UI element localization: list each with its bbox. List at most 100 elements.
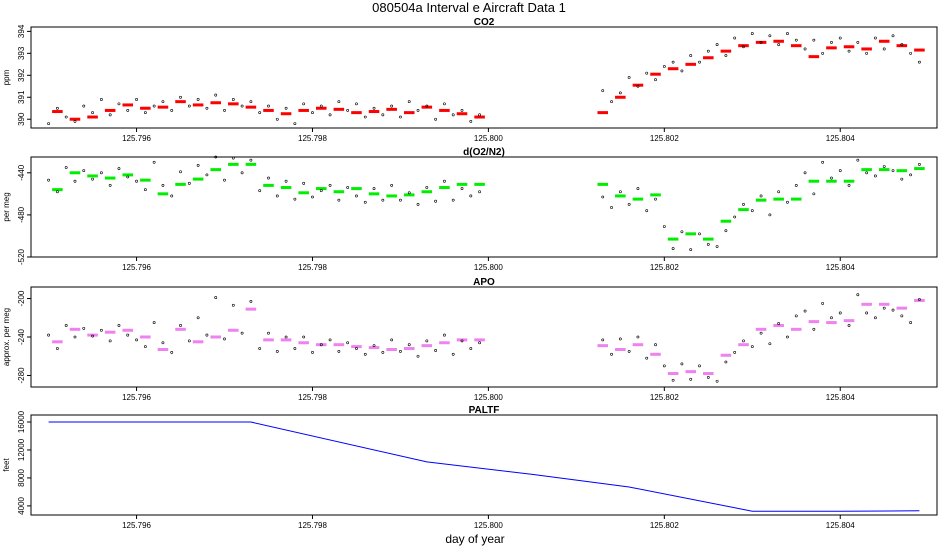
sample-point bbox=[363, 115, 367, 119]
y-tick-label: -480 bbox=[17, 206, 26, 223]
sample-point bbox=[742, 202, 745, 206]
sample-point bbox=[267, 176, 270, 180]
sample-point bbox=[794, 38, 798, 42]
sample-point bbox=[645, 356, 649, 360]
y-axis-label: feet bbox=[2, 458, 11, 472]
sample-point bbox=[891, 169, 895, 173]
x-tick-label: 125.796 bbox=[122, 521, 151, 530]
sample-point bbox=[680, 230, 684, 234]
x-tick-label: 125.800 bbox=[474, 263, 503, 272]
sample-point bbox=[372, 106, 376, 110]
sample-point bbox=[135, 179, 138, 183]
sample-point bbox=[627, 76, 631, 79]
sample-point bbox=[91, 111, 94, 115]
sample-point bbox=[733, 350, 737, 354]
sample-point bbox=[882, 165, 886, 168]
sample-point bbox=[838, 36, 842, 40]
sample-point bbox=[249, 300, 253, 303]
sample-point bbox=[698, 364, 701, 368]
sample-point bbox=[838, 169, 842, 173]
y-tick-label: 392 bbox=[17, 68, 26, 82]
sample-point bbox=[126, 333, 130, 337]
sample-point bbox=[143, 111, 147, 115]
sample-point bbox=[750, 345, 754, 349]
panel-title: APO bbox=[473, 277, 495, 288]
sample-point bbox=[73, 120, 77, 123]
sample-point bbox=[645, 209, 649, 213]
sample-point bbox=[610, 206, 613, 209]
y-tick-label: -240 bbox=[17, 328, 26, 345]
sample-point bbox=[865, 171, 869, 175]
sample-point bbox=[425, 339, 429, 343]
sample-point bbox=[346, 186, 350, 189]
x-tick-label: 125.802 bbox=[650, 393, 679, 402]
sample-point bbox=[601, 195, 605, 199]
sample-point bbox=[55, 106, 59, 110]
sample-point bbox=[99, 98, 103, 101]
sample-point bbox=[777, 190, 781, 194]
sample-point bbox=[812, 192, 816, 196]
sample-point bbox=[715, 43, 719, 46]
sample-point bbox=[187, 104, 191, 108]
sample-point bbox=[47, 333, 50, 337]
sample-point bbox=[258, 347, 262, 350]
sample-point bbox=[838, 311, 842, 315]
sample-point bbox=[319, 189, 323, 193]
sample-point bbox=[812, 327, 816, 331]
sample-point bbox=[99, 328, 103, 332]
sample-point bbox=[469, 120, 473, 123]
sample-point bbox=[117, 102, 121, 106]
sample-point bbox=[460, 187, 464, 190]
plot-frame bbox=[30, 286, 938, 388]
sample-point bbox=[706, 375, 710, 379]
sample-point bbox=[135, 338, 138, 342]
sample-point bbox=[636, 335, 640, 339]
sample-point bbox=[311, 350, 314, 354]
sample-point bbox=[909, 51, 913, 55]
sample-point bbox=[82, 326, 86, 330]
sample-point bbox=[662, 364, 666, 368]
sample-point bbox=[451, 113, 455, 117]
sample-point bbox=[478, 113, 482, 117]
sample-point bbox=[275, 117, 279, 121]
sample-point bbox=[302, 102, 306, 106]
sample-point bbox=[759, 194, 763, 198]
x-tick-label: 125.802 bbox=[650, 263, 679, 272]
sample-point bbox=[856, 40, 860, 44]
sample-point bbox=[311, 111, 314, 115]
series-line bbox=[48, 421, 920, 512]
sample-point bbox=[759, 331, 763, 335]
sample-point bbox=[610, 352, 613, 356]
sample-point bbox=[390, 104, 394, 108]
sample-point bbox=[64, 324, 68, 327]
sample-point bbox=[152, 321, 156, 324]
sample-point bbox=[372, 344, 376, 348]
y-tick-label: -280 bbox=[17, 367, 26, 384]
sample-point bbox=[381, 198, 385, 202]
sample-point bbox=[161, 100, 165, 104]
sample-point bbox=[214, 93, 218, 97]
sample-point bbox=[231, 98, 235, 101]
y-axis-label: per meg bbox=[2, 192, 11, 221]
sample-point bbox=[73, 179, 77, 183]
sample-point bbox=[627, 350, 631, 353]
y-tick-label: 12000 bbox=[17, 438, 26, 461]
sample-point bbox=[337, 350, 341, 353]
y-tick-label: -200 bbox=[17, 290, 26, 307]
sample-point bbox=[328, 113, 332, 117]
sample-point bbox=[742, 45, 745, 49]
sample-point bbox=[812, 38, 816, 42]
sample-point bbox=[706, 242, 710, 246]
sample-point bbox=[363, 200, 367, 204]
x-tick-label: 125.804 bbox=[826, 393, 855, 402]
y-tick-label: -520 bbox=[17, 248, 26, 265]
sample-point bbox=[258, 111, 262, 115]
sample-point bbox=[231, 303, 235, 307]
sample-point bbox=[205, 173, 209, 177]
sample-point bbox=[293, 347, 297, 350]
sample-point bbox=[170, 350, 174, 354]
sample-point bbox=[381, 113, 385, 117]
sample-point bbox=[170, 194, 174, 198]
sample-point bbox=[601, 338, 605, 342]
x-axis-label: day of year bbox=[445, 532, 504, 546]
